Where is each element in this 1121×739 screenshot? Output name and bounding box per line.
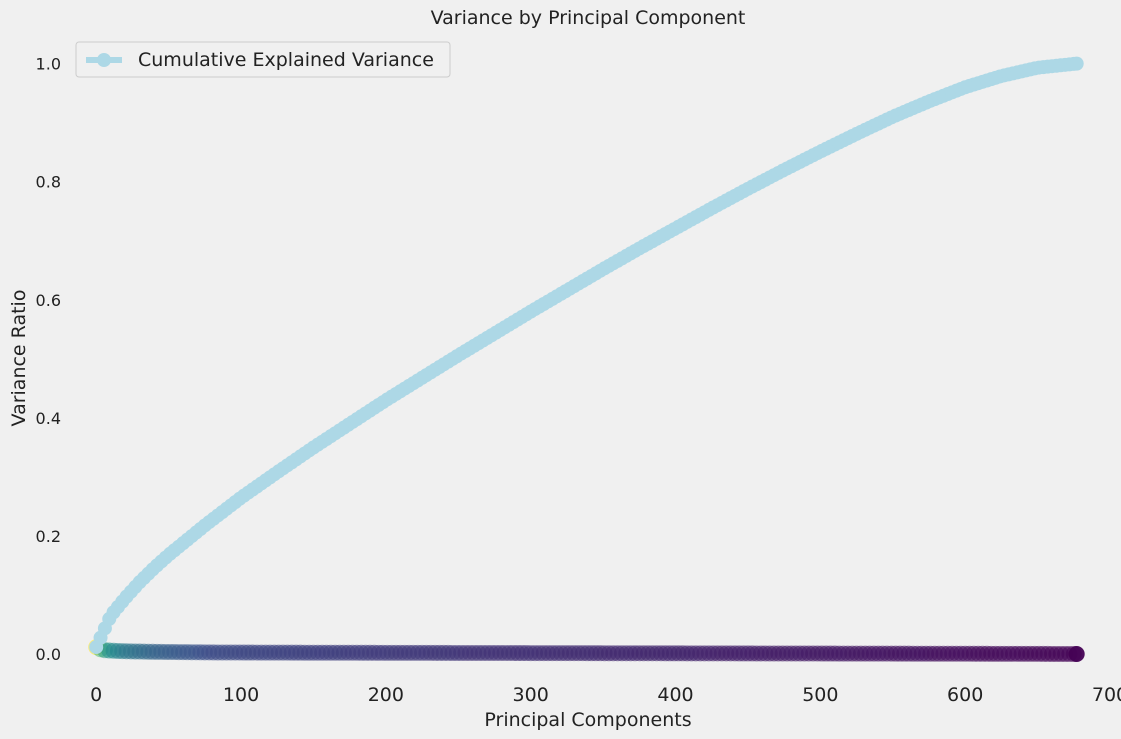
legend-marker-swatch [97, 53, 111, 67]
cumulative-variance-series [89, 56, 1084, 655]
x-tick-label: 500 [802, 684, 838, 706]
chart-title: Variance by Principal Component [431, 7, 746, 29]
cumulative-variance-point-last [1069, 56, 1084, 71]
legend-frame [75, 41, 451, 78]
component-variance-series [88, 639, 1085, 663]
x-tick-label: 0 [90, 684, 102, 706]
y-tick-label: 0.2 [36, 527, 61, 546]
y-axis-label: Variance Ratio [8, 290, 30, 427]
y-tick-label: 1.0 [36, 55, 61, 74]
y-tick-label: 0.6 [36, 291, 61, 310]
x-tick-label: 700 [1092, 684, 1121, 706]
x-tick-labels: 0 100 200 300 400 500 600 700 [90, 684, 1121, 706]
y-tick-label: 0.4 [36, 409, 61, 428]
y-tick-labels: 0.0 0.2 0.4 0.6 0.8 1.0 [36, 55, 61, 665]
y-tick-label: 0.0 [36, 645, 61, 664]
x-tick-label: 300 [513, 684, 549, 706]
x-tick-label: 600 [947, 684, 983, 706]
legend: Cumulative Explained Variance [75, 41, 451, 78]
plot-area [88, 56, 1085, 663]
x-axis-label: Principal Components [484, 709, 691, 731]
component-variance-point-last [1068, 646, 1085, 663]
x-tick-label: 100 [223, 684, 259, 706]
y-tick-label: 0.8 [36, 173, 61, 192]
legend-entry-cumulative: Cumulative Explained Variance [138, 49, 434, 71]
x-tick-label: 200 [368, 684, 404, 706]
x-tick-label: 400 [657, 684, 693, 706]
